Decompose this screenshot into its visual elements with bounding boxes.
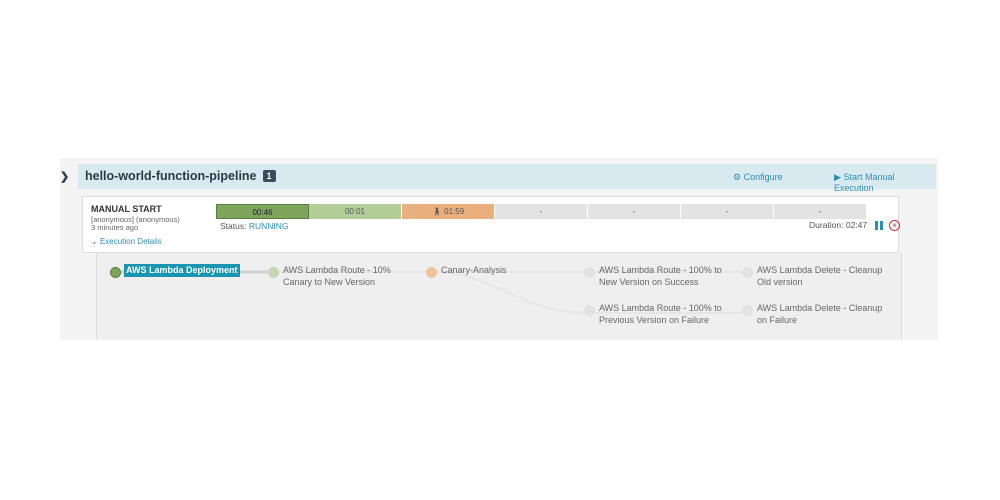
stage-label[interactable]: AWS Lambda Delete - Cleanup Old version: [757, 265, 883, 287]
execution-count-badge: 1: [262, 170, 276, 182]
edge: [430, 271, 747, 314]
stage-segment[interactable]: -: [774, 204, 867, 219]
gear-icon: ⚙: [733, 172, 742, 182]
stage-node[interactable]: [268, 267, 279, 278]
stage-label[interactable]: AWS Lambda Route - 10% Canary to New Ver…: [283, 265, 391, 287]
stage-segment[interactable]: -: [495, 204, 588, 219]
pipeline-title: hello-world-function-pipeline 1: [85, 169, 276, 183]
execution-status: Status: RUNNING: [220, 221, 289, 231]
trigger-user: [anonymous] (anonymous): [91, 215, 180, 224]
trigger-type: MANUAL START: [91, 204, 162, 214]
stage-segment[interactable]: 00:01: [309, 204, 402, 219]
stage-node[interactable]: [584, 305, 595, 316]
stage-node[interactable]: [426, 267, 437, 278]
stage-label[interactable]: AWS Lambda Delete - Cleanup on Failure: [757, 303, 883, 325]
cancel-icon[interactable]: ×: [889, 220, 900, 231]
trigger-time: 3 minutes ago: [91, 223, 139, 232]
stage-label[interactable]: AWS Lambda Route - 100% to New Version o…: [599, 265, 722, 287]
stage-segment[interactable]: 🚶︎ 01:59: [402, 204, 495, 219]
stage-segment[interactable]: -: [588, 204, 681, 219]
pipeline-header: hello-world-function-pipeline 1 ⚙ Configu…: [78, 164, 936, 193]
stage-segment[interactable]: 00:46: [216, 204, 309, 219]
pipeline-graph: AWS Lambda Deployment AWS Lambda Route - …: [96, 253, 902, 340]
stage-segment[interactable]: -: [681, 204, 774, 219]
execution-details-toggle[interactable]: ⌄ Execution Details: [91, 237, 162, 246]
stage-label[interactable]: AWS Lambda Route - 100% to Previous Vers…: [599, 303, 722, 325]
stage-node[interactable]: [584, 267, 595, 278]
execution-card: MANUAL START [anonymous] (anonymous) 3 m…: [82, 196, 900, 253]
start-manual-execution-button[interactable]: ▶ Start Manual Execution: [834, 172, 895, 193]
stage-node[interactable]: [742, 267, 753, 278]
chevron-down-icon: ⌄: [91, 237, 98, 246]
stage-label[interactable]: AWS Lambda Deployment: [124, 264, 240, 277]
stage-node[interactable]: [742, 305, 753, 316]
stage-node[interactable]: [110, 267, 121, 278]
execution-duration: Duration: 02:47: [809, 220, 868, 230]
collapse-chevron-icon[interactable]: ❯: [60, 171, 70, 183]
pause-icon[interactable]: [875, 221, 884, 230]
person-icon: 🚶︎: [431, 207, 445, 216]
play-icon: ▶: [834, 172, 841, 182]
stage-label[interactable]: Canary-Analysis: [441, 265, 507, 275]
configure-button[interactable]: ⚙ Configure: [733, 172, 783, 182]
stage-progress-bar: 00:46 00:01 🚶︎ 01:59- - - -: [216, 204, 867, 219]
